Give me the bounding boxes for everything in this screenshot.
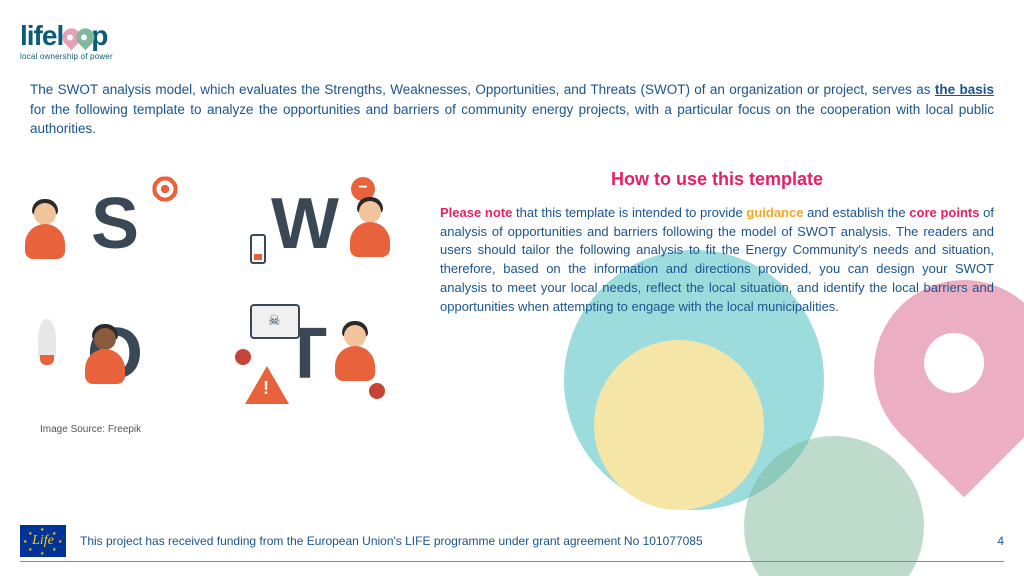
image-source-caption: Image Source: Freepik bbox=[40, 424, 400, 435]
slide: lifelp local ownership of power The SWOT… bbox=[0, 0, 1024, 576]
warning-icon bbox=[245, 366, 289, 404]
footer-text: This project has received funding from t… bbox=[80, 534, 997, 548]
howto-title: How to use this template bbox=[440, 169, 994, 190]
target-icon bbox=[150, 174, 180, 204]
virus-icon bbox=[235, 349, 251, 365]
rocket-icon bbox=[38, 319, 56, 359]
letter-w: W bbox=[271, 188, 339, 260]
intro-pre: The SWOT analysis model, which evaluates… bbox=[30, 82, 935, 97]
intro-post: for the following template to analyze th… bbox=[30, 102, 994, 137]
swot-illustration: S − W O bbox=[30, 169, 390, 409]
please-note: Please note bbox=[440, 205, 512, 220]
person-icon bbox=[20, 199, 70, 259]
right-column: How to use this template Please note tha… bbox=[440, 169, 994, 435]
swot-cell-t: T bbox=[220, 299, 390, 409]
eu-life-flag-icon: Life ★ ★ ★ ★ ★ ★ ★ ★ bbox=[20, 525, 66, 557]
guidance: guidance bbox=[746, 205, 803, 220]
battery-icon bbox=[250, 234, 266, 264]
howto-body: Please note that this template is intend… bbox=[440, 204, 994, 317]
letter-s: S bbox=[91, 188, 139, 260]
swot-cell-s: S bbox=[30, 169, 200, 279]
intro-paragraph: The SWOT analysis model, which evaluates… bbox=[30, 80, 994, 139]
screen-icon bbox=[250, 304, 300, 339]
swot-cell-w: − W bbox=[220, 169, 390, 279]
howto-t1: that this template is intended to provid… bbox=[512, 205, 746, 220]
howto-t2: and establish the bbox=[803, 205, 909, 220]
virus-icon bbox=[369, 383, 385, 399]
left-column: S − W O bbox=[30, 169, 400, 435]
person-icon bbox=[330, 321, 380, 381]
page-number: 4 bbox=[997, 534, 1004, 548]
person-icon bbox=[80, 324, 130, 384]
core-points: core points bbox=[909, 205, 979, 220]
swot-cell-o: O bbox=[30, 299, 200, 409]
content-area: The SWOT analysis model, which evaluates… bbox=[0, 0, 1024, 576]
person-icon bbox=[345, 197, 395, 257]
footer: Life ★ ★ ★ ★ ★ ★ ★ ★ This project has re… bbox=[20, 525, 1004, 562]
howto-t3: of analysis of opportunities and barrier… bbox=[440, 205, 994, 314]
intro-basis: the basis bbox=[935, 82, 994, 97]
two-column-layout: S − W O bbox=[30, 169, 994, 435]
